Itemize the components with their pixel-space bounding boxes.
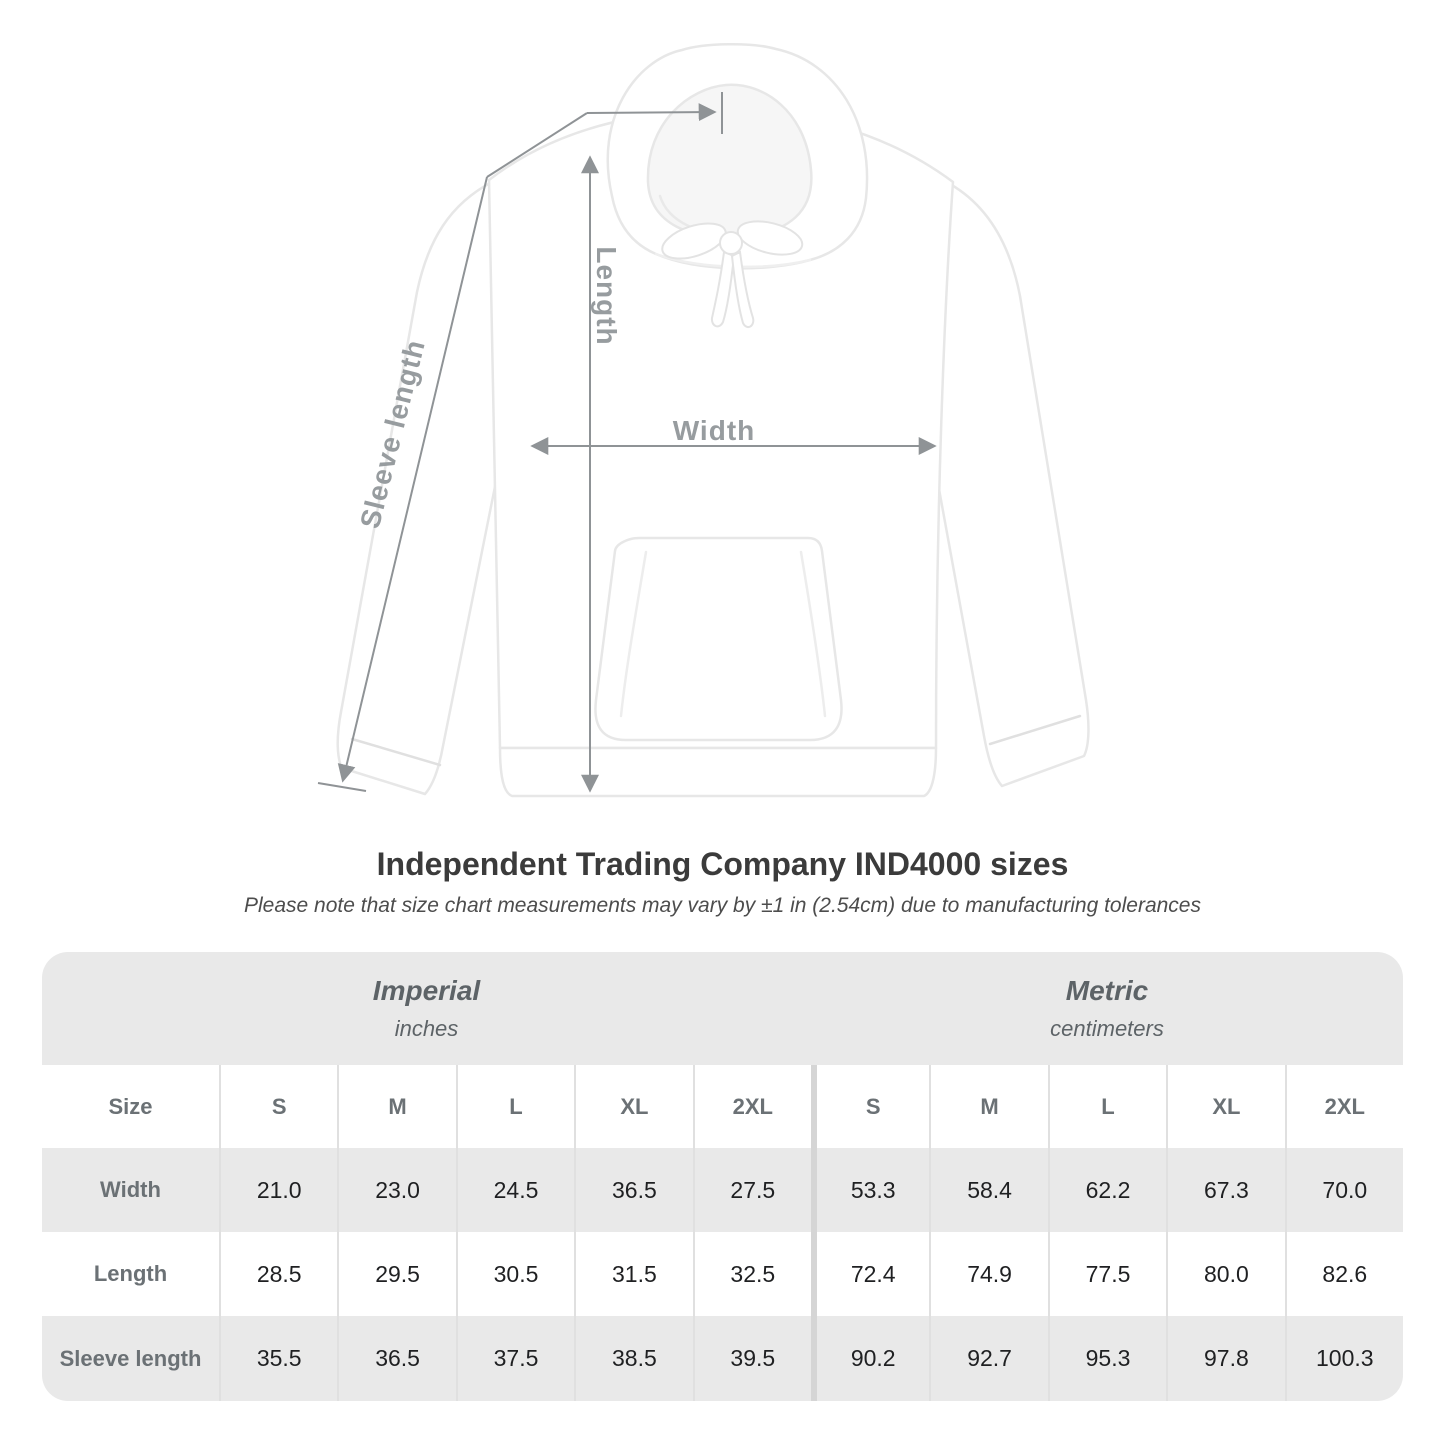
cell-sleeve-metric-xl: 97.8 [1166, 1316, 1285, 1401]
page-title: Independent Trading Company IND4000 size… [376, 846, 1069, 882]
cell-length-imperial-s: 28.5 [219, 1232, 337, 1316]
cell-sleeve-imperial-s: 35.5 [219, 1316, 338, 1401]
cell-width-imperial-xl: 36.5 [574, 1148, 693, 1232]
hoodie-measurement-diagram: Length Width Sleeve length [317, 43, 1090, 798]
size-header-metric-xl: XL [1166, 1065, 1284, 1148]
cell-length-metric-xl: 80.0 [1166, 1232, 1284, 1316]
page-subtitle: Please note that size chart measurements… [244, 894, 1201, 917]
size-header-metric-2xl: 2XL [1284, 1065, 1403, 1148]
measurement-label-length: Length [591, 246, 622, 346]
cell-length-metric-s: 72.4 [811, 1232, 929, 1316]
group-header-metric: Metric centimeters [811, 952, 1403, 1065]
cell-width-metric-l: 62.2 [1047, 1148, 1167, 1232]
size-header-imperial-xl: XL [574, 1065, 692, 1148]
cell-width-metric-xl: 67.3 [1166, 1148, 1285, 1232]
row-label-length: Length [93, 1261, 168, 1286]
cell-length-imperial-xl: 31.5 [574, 1232, 692, 1316]
size-header-metric-s: S [811, 1065, 929, 1148]
size-header-imperial-s: S [219, 1065, 337, 1148]
size-column-header: Size [108, 1093, 153, 1119]
hood-measure-line [586, 103, 717, 122]
cell-sleeve-imperial-xl: 38.5 [574, 1316, 693, 1401]
measurement-label-width: Width [672, 415, 756, 446]
cell-length-imperial-l: 30.5 [455, 1232, 574, 1316]
cell-width-metric-2xl: 70.0 [1284, 1148, 1403, 1232]
sleeve-measure-upper-segment [486, 112, 588, 178]
row-label-sleeve-length: Sleeve length [42, 1316, 219, 1401]
drawstring-bow [661, 220, 804, 329]
group-unit-metric: centimeters [1050, 1016, 1164, 1041]
cell-length-metric-l: 77.5 [1047, 1232, 1166, 1316]
size-header-imperial-2xl: 2XL [692, 1065, 811, 1148]
sleeve-measure-endcap [317, 782, 367, 792]
row-label-width: Width [42, 1148, 219, 1232]
cell-sleeve-metric-l: 95.3 [1047, 1316, 1167, 1401]
cell-sleeve-metric-2xl: 100.3 [1284, 1316, 1403, 1401]
cell-sleeve-metric-m: 92.7 [929, 1316, 1048, 1401]
size-header-metric-m: M [929, 1065, 1047, 1148]
size-header-imperial-l: L [455, 1065, 574, 1148]
group-header-imperial: Imperial inches [42, 952, 811, 1065]
hoodie-illustration [317, 43, 1090, 798]
cell-width-metric-m: 58.4 [929, 1148, 1048, 1232]
cell-width-imperial-s: 21.0 [219, 1148, 338, 1232]
size-header-metric-l: L [1047, 1065, 1166, 1148]
group-title-metric: Metric [1065, 975, 1149, 1006]
cell-length-metric-m: 74.9 [929, 1232, 1047, 1316]
cell-sleeve-imperial-m: 36.5 [337, 1316, 456, 1401]
cell-width-imperial-m: 23.0 [337, 1148, 456, 1232]
cell-width-imperial-2xl: 27.5 [692, 1148, 811, 1232]
size-table: Imperial inches Metric centimeters Size … [42, 952, 1403, 1401]
cell-width-metric-s: 53.3 [811, 1148, 930, 1232]
group-title-imperial: Imperial [372, 975, 481, 1006]
cell-sleeve-metric-s: 90.2 [811, 1316, 930, 1401]
cell-width-imperial-l: 24.5 [455, 1148, 575, 1232]
cell-sleeve-imperial-l: 37.5 [455, 1316, 575, 1401]
group-unit-imperial: inches [394, 1016, 459, 1041]
cell-length-metric-2xl: 82.6 [1284, 1232, 1403, 1316]
measurement-lines [317, 92, 937, 793]
sleeve-measure-line [337, 176, 488, 783]
size-header-imperial-m: M [337, 1065, 455, 1148]
cell-length-imperial-m: 29.5 [337, 1232, 455, 1316]
cell-sleeve-imperial-2xl: 39.5 [692, 1316, 811, 1401]
cell-length-imperial-2xl: 32.5 [692, 1232, 811, 1316]
